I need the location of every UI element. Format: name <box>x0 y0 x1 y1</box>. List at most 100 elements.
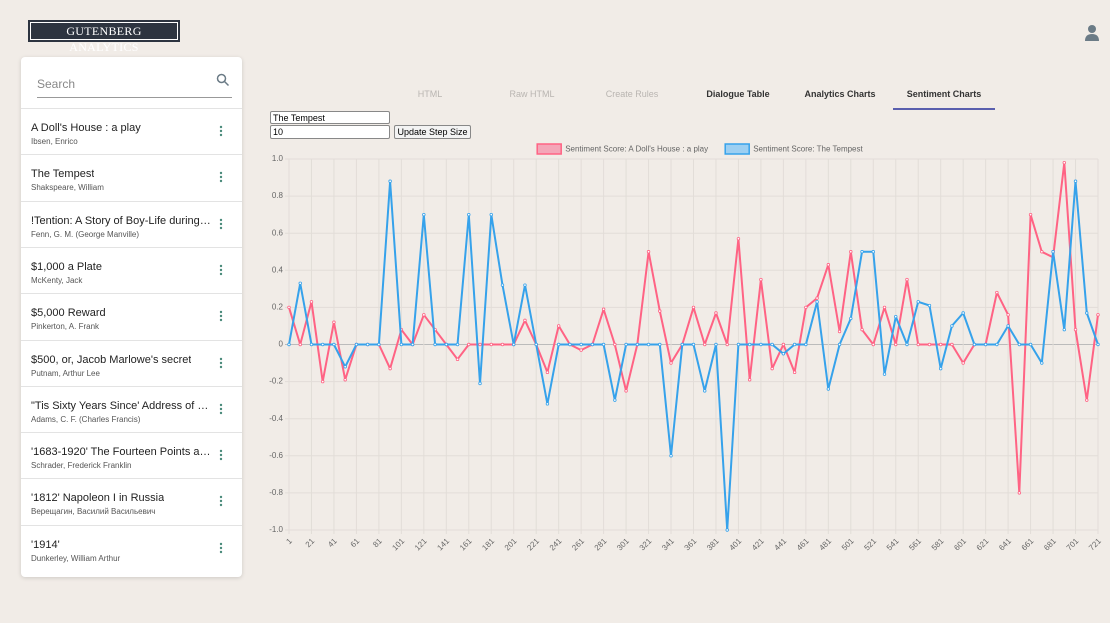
tab[interactable]: Raw HTML <box>509 89 555 99</box>
book-item[interactable]: The Tempest Shakspeare, William <box>21 154 242 200</box>
book-author: Ibsen, Enrico <box>31 137 78 146</box>
data-point <box>781 342 786 347</box>
book-item[interactable]: '1683-1920' The Fourteen Points and ... S… <box>21 432 242 478</box>
data-point <box>927 303 932 308</box>
data-point <box>635 342 640 347</box>
book-title: '1812' Napoleon I in Russia <box>31 492 165 505</box>
tab[interactable]: Dialogue Table <box>706 89 770 99</box>
more-menu[interactable] <box>219 218 223 230</box>
book-title: "Tis Sixty Years Since' Address of Ch... <box>31 399 211 412</box>
data-point <box>714 311 718 315</box>
data-point <box>298 281 302 285</box>
more-menu[interactable] <box>219 403 223 415</box>
step-size-input[interactable] <box>270 125 390 139</box>
book-item[interactable]: '1812' Napoleon I in Russia Верещагин, Ва… <box>21 478 242 524</box>
book-item[interactable]: !Tention: A Story of Boy-Life during th.… <box>21 200 242 247</box>
data-point <box>287 342 291 347</box>
y-tick-label: 1.0 <box>272 154 284 163</box>
more-menu[interactable] <box>219 171 223 183</box>
book-author: Putnam, Arthur Lee <box>31 368 100 378</box>
data-point <box>1085 311 1089 315</box>
x-tick-label: 681 <box>1042 536 1058 552</box>
data-point <box>545 370 550 375</box>
book-title: !Tention: A Story of Boy-Life during th.… <box>31 214 211 227</box>
data-point <box>624 389 628 393</box>
x-tick-label: 21 <box>304 536 317 549</box>
more-menu[interactable] <box>219 310 223 322</box>
data-point <box>579 348 583 352</box>
data-point <box>703 389 707 393</box>
more-menu[interactable] <box>219 264 223 276</box>
book-item[interactable]: $5,000 Reward Pinkerton, A. Frank <box>21 293 242 339</box>
book-item[interactable]: "Tis Sixty Years Since' Address of Ch...… <box>21 385 242 432</box>
x-tick-label: 41 <box>326 536 339 549</box>
x-tick-label: 261 <box>570 536 586 552</box>
data-point <box>680 342 684 347</box>
more-menu[interactable] <box>219 495 223 507</box>
data-point <box>410 342 415 347</box>
data-point <box>995 290 999 295</box>
data-point <box>321 342 325 347</box>
more-menu[interactable] <box>219 357 223 369</box>
data-point <box>512 342 516 347</box>
book-author: Верещагин, Василий Васильевич <box>31 507 156 517</box>
data-point <box>467 342 471 347</box>
brand-logo[interactable]: GUTENBERG ANALYTICS <box>28 20 180 54</box>
data-point <box>455 342 460 347</box>
x-tick-label: 561 <box>907 536 923 552</box>
data-point <box>849 250 853 254</box>
data-point <box>613 342 617 347</box>
data-point <box>321 379 325 384</box>
data-point <box>916 300 920 304</box>
search-icon[interactable] <box>216 73 230 87</box>
tab[interactable]: Analytics Charts <box>804 89 876 99</box>
data-point <box>478 342 482 347</box>
tab[interactable]: HTML <box>417 89 443 99</box>
legend-label: Sentiment Score: A Doll's House : a play <box>565 145 708 154</box>
x-tick-label: 61 <box>349 536 362 549</box>
book-select[interactable]: The Tempest <box>270 111 390 124</box>
tab[interactable]: Create Rules <box>605 89 659 99</box>
data-point <box>1062 161 1066 165</box>
data-point <box>927 342 932 347</box>
user-icon[interactable] <box>1084 24 1100 42</box>
x-tick-label: 381 <box>705 536 721 552</box>
data-point <box>343 378 347 382</box>
update-step-button[interactable]: Update Step Size <box>394 125 471 139</box>
x-tick-label: 161 <box>458 536 474 552</box>
data-point <box>545 402 550 406</box>
data-point <box>590 342 595 347</box>
data-point <box>658 342 662 347</box>
legend-label: Sentiment Score: The Tempest <box>753 145 863 154</box>
data-point <box>747 342 752 347</box>
y-tick-label: 0.2 <box>272 303 284 312</box>
data-point <box>365 342 370 347</box>
book-author: Schrader, Frederick Franklin <box>31 461 132 471</box>
book-item[interactable]: $500, or, Jacob Marlowe's secret Putnam, … <box>21 339 242 386</box>
data-point <box>837 329 842 334</box>
search-box[interactable]: Search <box>37 69 232 98</box>
data-point <box>1040 361 1044 365</box>
data-point <box>972 342 977 347</box>
data-point <box>298 342 302 347</box>
book-title: The Tempest <box>31 168 95 181</box>
more-menu[interactable] <box>219 125 223 137</box>
x-tick-label: 481 <box>817 536 833 552</box>
tab[interactable]: Sentiment Charts <box>906 89 982 99</box>
data-point <box>983 342 988 347</box>
book-item[interactable]: A Doll's House : a play Ibsen, Enrico <box>21 108 242 154</box>
book-title: A Doll's House : a play <box>31 122 141 134</box>
more-menu[interactable] <box>219 449 223 461</box>
book-item[interactable]: '1914' Dunkerley, William Arthur <box>21 524 242 571</box>
data-point <box>736 342 741 347</box>
data-point <box>961 311 965 315</box>
data-point <box>804 305 808 310</box>
book-author: Shakspeare, William <box>31 183 104 193</box>
data-point <box>1051 250 1055 254</box>
data-point <box>489 212 493 217</box>
book-item[interactable]: $1,000 a Plate McKenty, Jack <box>21 246 242 293</box>
more-menu[interactable] <box>219 542 223 554</box>
book-author: Pinkerton, A. Frank <box>31 322 100 332</box>
data-point <box>467 212 471 217</box>
legend-swatch <box>536 143 562 155</box>
